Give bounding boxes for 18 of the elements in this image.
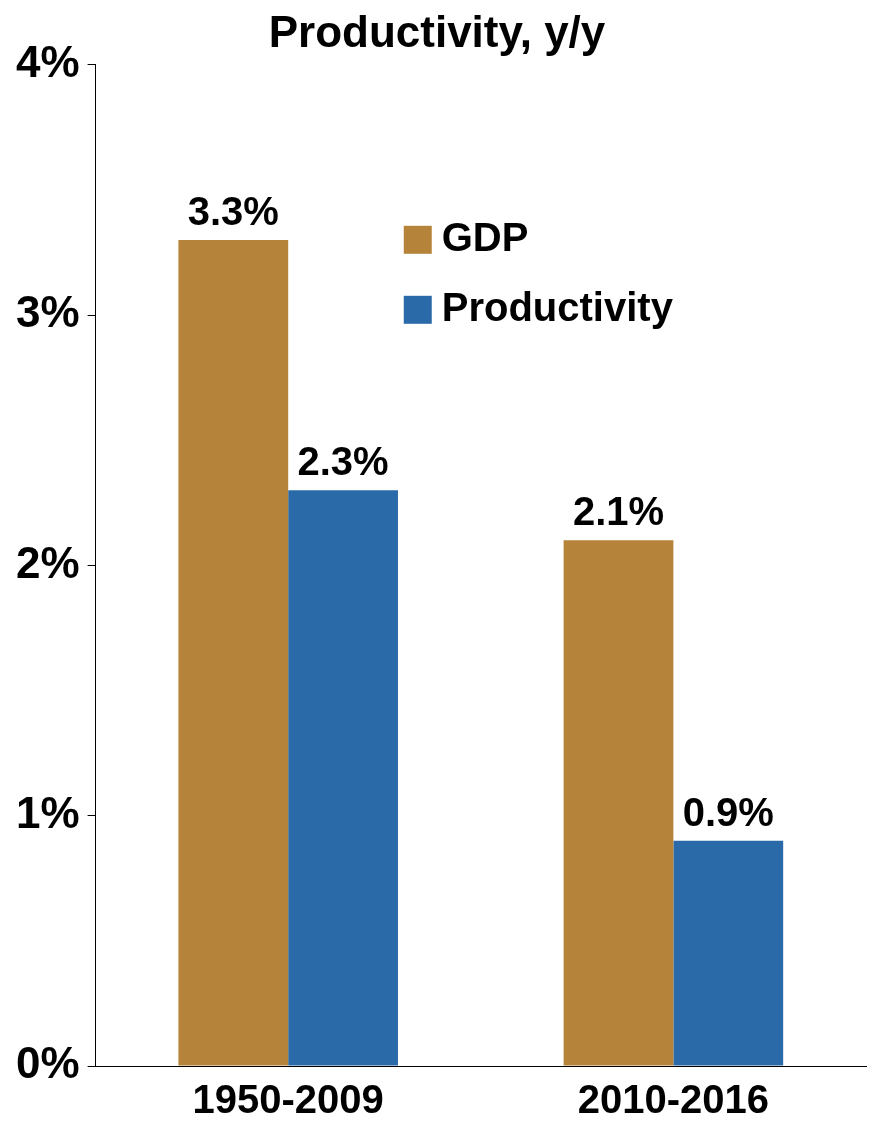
y-tick-label: 0% [16,1038,80,1088]
bar [563,540,674,1066]
x-tick-label: 1950-2009 [192,1077,384,1122]
y-tick-label: 3% [16,287,80,337]
data-label: 0.9% [682,789,774,834]
y-tick-label: 1% [16,787,80,837]
chart-title: Productivity, y/y [268,6,606,56]
data-label: 2.3% [297,439,389,484]
data-label: 2.1% [572,489,665,534]
bar [178,240,289,1066]
y-tick-label: 2% [16,537,80,587]
bar [673,840,784,1066]
data-label: 3.3% [187,189,279,234]
legend-label: GDP [441,214,529,259]
y-tick-label: 4% [16,36,80,86]
legend-label: Productivity [441,284,674,329]
bar [288,490,398,1066]
x-tick-label: 2010-2016 [577,1077,770,1122]
